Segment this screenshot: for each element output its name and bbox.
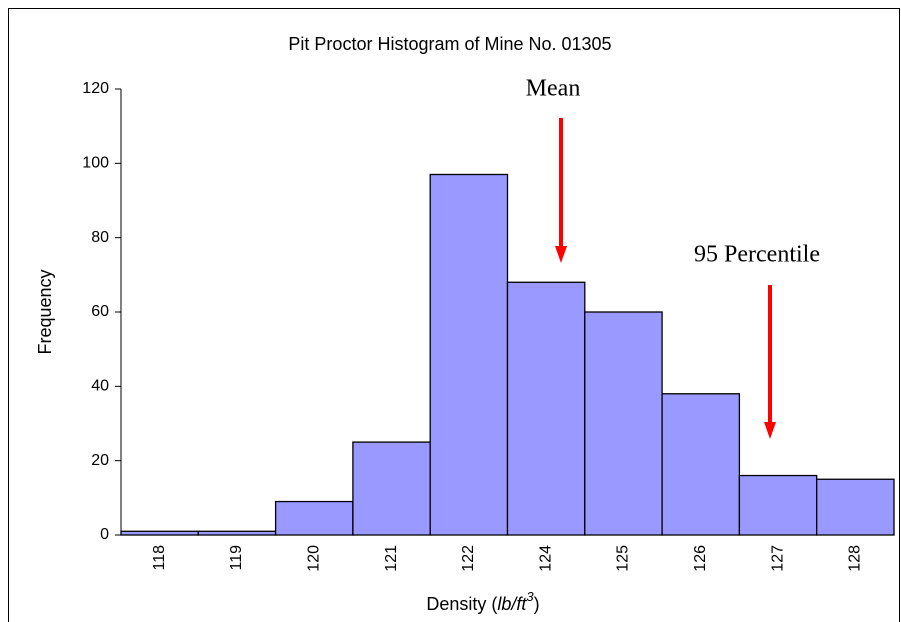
y-tick-label: 20	[91, 452, 109, 469]
y-axis-label: Frequency	[35, 269, 55, 354]
x-tick-label: 118	[151, 545, 168, 571]
bar	[816, 478, 895, 536]
arrow-head	[764, 422, 776, 439]
y-tick-label: 40	[91, 378, 109, 395]
arrows	[555, 118, 776, 439]
x-tick-label: 125	[615, 545, 632, 572]
bar	[274, 500, 354, 536]
bar	[352, 441, 431, 536]
y-tick-label: 80	[91, 229, 109, 246]
x-tick-label: 120	[305, 545, 322, 572]
x-label-text: Density (	[426, 594, 497, 614]
bar	[738, 474, 818, 536]
bar	[197, 530, 277, 536]
bar	[506, 281, 586, 536]
x-label-unit: lb/ft	[497, 594, 527, 614]
y-tick-label: 0	[100, 526, 109, 543]
x-tick-label: 121	[383, 545, 400, 572]
bar	[120, 530, 199, 536]
y-tick-label: 60	[91, 303, 109, 320]
arrow-head	[555, 246, 567, 263]
annotation-percentile: 95 Percentile	[694, 242, 820, 268]
x-tick-label: 122	[460, 545, 477, 572]
bar	[584, 311, 663, 536]
x-tick-label: 124	[537, 545, 554, 572]
y-tick-label: 120	[82, 80, 109, 97]
x-tick-label: 119	[228, 545, 245, 571]
chart-title: Pit Proctor Histogram of Mine No. 01305	[288, 34, 611, 54]
y-tick-label: 100	[82, 155, 109, 172]
bar	[661, 393, 741, 536]
frame	[8, 8, 900, 622]
x-tick-label: 126	[692, 545, 709, 572]
bar	[429, 173, 509, 536]
x-axis-label: Density (lb/ft3)	[426, 589, 539, 613]
x-tick-label: 128	[847, 545, 864, 572]
x-label-close: )	[534, 594, 540, 614]
x-label-exponent: 3	[526, 589, 534, 604]
annotation-mean: Mean	[526, 76, 581, 102]
x-tick-label: 127	[769, 545, 786, 572]
